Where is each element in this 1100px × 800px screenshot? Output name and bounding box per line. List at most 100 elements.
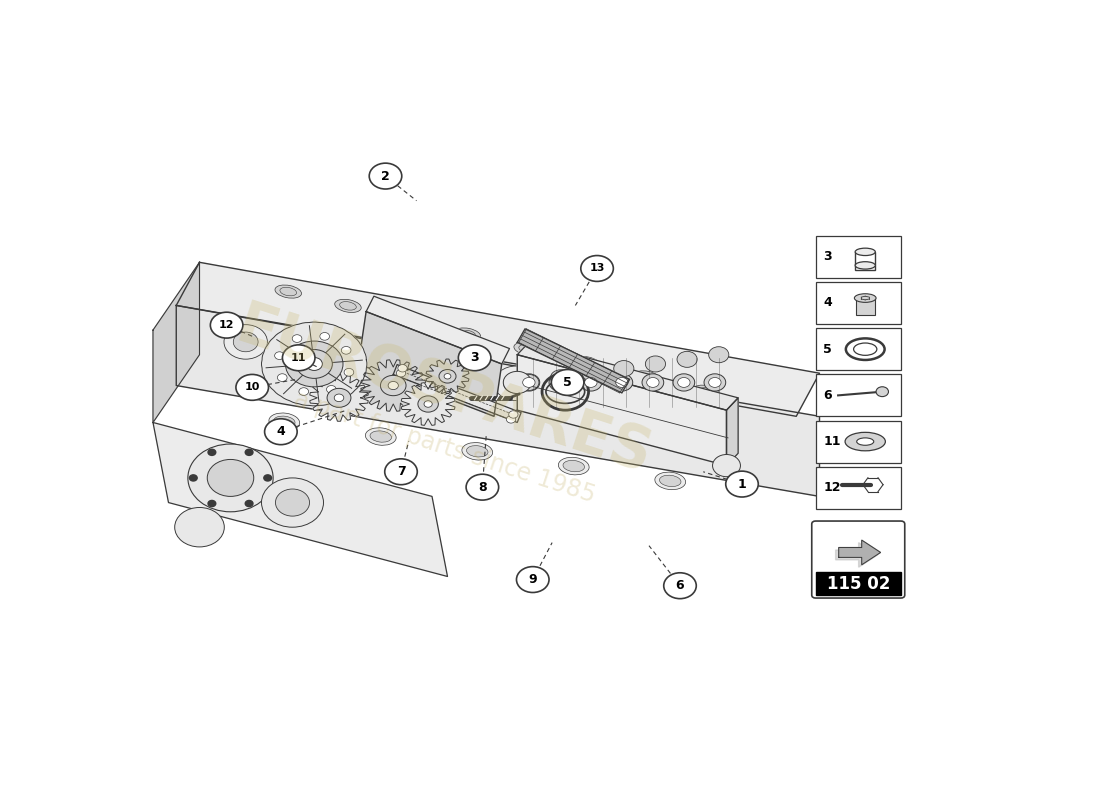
Text: 6: 6 — [824, 389, 832, 402]
Circle shape — [683, 401, 708, 421]
Bar — [815, 421, 901, 462]
Circle shape — [396, 370, 406, 377]
Circle shape — [506, 416, 516, 423]
Circle shape — [673, 374, 695, 391]
Circle shape — [327, 388, 351, 407]
Text: 10: 10 — [244, 382, 260, 392]
Bar — [815, 328, 901, 370]
Circle shape — [550, 370, 571, 386]
Polygon shape — [361, 360, 426, 411]
Ellipse shape — [698, 387, 715, 396]
Ellipse shape — [514, 342, 540, 355]
Circle shape — [302, 354, 326, 373]
Circle shape — [245, 501, 253, 506]
Circle shape — [459, 345, 491, 370]
Text: 11: 11 — [824, 435, 840, 448]
Ellipse shape — [370, 431, 392, 442]
Polygon shape — [517, 329, 629, 393]
Text: EUROSPARES: EUROSPARES — [230, 298, 659, 486]
Circle shape — [381, 375, 406, 396]
Ellipse shape — [275, 285, 301, 298]
Circle shape — [594, 387, 618, 407]
Circle shape — [504, 371, 531, 394]
Text: 2: 2 — [381, 170, 389, 182]
Ellipse shape — [399, 316, 416, 325]
Circle shape — [208, 450, 216, 455]
Bar — [815, 374, 901, 416]
Text: 6: 6 — [675, 579, 684, 592]
Circle shape — [582, 365, 602, 382]
Ellipse shape — [654, 472, 685, 490]
Circle shape — [517, 566, 549, 593]
Circle shape — [189, 475, 197, 481]
Circle shape — [224, 325, 267, 359]
Circle shape — [277, 374, 287, 382]
Circle shape — [674, 394, 717, 428]
Text: 5: 5 — [563, 376, 572, 389]
Text: 4: 4 — [824, 297, 832, 310]
Circle shape — [504, 374, 528, 393]
Circle shape — [344, 369, 354, 376]
Text: 115 02: 115 02 — [826, 574, 890, 593]
Ellipse shape — [268, 413, 299, 430]
Circle shape — [414, 360, 438, 379]
Circle shape — [439, 370, 456, 383]
Polygon shape — [359, 311, 502, 416]
Polygon shape — [517, 342, 738, 410]
Bar — [815, 467, 901, 509]
Ellipse shape — [855, 294, 876, 302]
Circle shape — [175, 507, 224, 547]
Polygon shape — [176, 262, 820, 416]
Bar — [815, 236, 901, 278]
Circle shape — [283, 345, 315, 370]
Circle shape — [210, 312, 243, 338]
Ellipse shape — [365, 428, 396, 446]
Text: 13: 13 — [590, 263, 605, 274]
Ellipse shape — [855, 248, 876, 255]
Circle shape — [314, 338, 358, 373]
Ellipse shape — [563, 461, 584, 472]
Circle shape — [581, 255, 614, 282]
Circle shape — [418, 396, 439, 412]
Circle shape — [663, 573, 696, 598]
Circle shape — [370, 163, 402, 189]
Circle shape — [323, 346, 348, 366]
Circle shape — [704, 374, 726, 391]
Bar — [856, 298, 875, 315]
Circle shape — [553, 378, 566, 387]
Circle shape — [334, 394, 344, 402]
Ellipse shape — [660, 475, 681, 486]
Text: 11: 11 — [290, 353, 307, 363]
Circle shape — [264, 475, 272, 481]
Circle shape — [549, 374, 571, 391]
Circle shape — [444, 374, 451, 379]
Polygon shape — [176, 306, 820, 496]
Circle shape — [466, 474, 498, 500]
Bar — [815, 282, 901, 324]
Circle shape — [296, 350, 332, 378]
Ellipse shape — [854, 343, 877, 355]
Polygon shape — [153, 262, 199, 422]
Bar — [815, 572, 901, 595]
Circle shape — [235, 374, 268, 400]
Circle shape — [385, 459, 417, 485]
Circle shape — [614, 361, 634, 377]
Ellipse shape — [334, 299, 361, 313]
Circle shape — [208, 501, 216, 506]
Ellipse shape — [519, 345, 536, 353]
Text: a part for parts since 1985: a part for parts since 1985 — [290, 387, 598, 507]
Circle shape — [610, 374, 632, 391]
Ellipse shape — [693, 385, 719, 398]
Bar — [855, 252, 876, 270]
Polygon shape — [517, 354, 726, 466]
Circle shape — [404, 352, 448, 386]
Polygon shape — [366, 296, 509, 364]
Circle shape — [676, 351, 697, 367]
Ellipse shape — [638, 373, 654, 382]
Circle shape — [616, 378, 628, 387]
Circle shape — [647, 378, 659, 387]
Text: 1: 1 — [738, 478, 747, 490]
Circle shape — [678, 378, 690, 387]
Polygon shape — [394, 365, 521, 422]
Circle shape — [508, 410, 518, 418]
